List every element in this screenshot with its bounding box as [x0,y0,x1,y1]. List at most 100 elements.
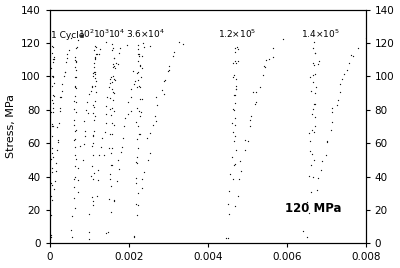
Point [233,148,239,152]
Point [304,199,310,204]
Text: 1.2×10$^{5}$: 1.2×10$^{5}$ [218,27,256,40]
Point [88,84,95,88]
Point [115,166,122,171]
Point [232,58,238,63]
Point [139,177,146,182]
Point [75,189,82,194]
Point [110,199,117,203]
Point [133,120,140,124]
Point [89,195,95,199]
Point [150,123,157,127]
Point [153,118,159,123]
Text: 10$^{3}$: 10$^{3}$ [92,27,110,40]
Point [309,60,316,65]
Point [53,169,60,173]
Point [48,235,54,239]
Point [72,175,78,179]
Point [105,230,111,234]
Point [73,86,80,91]
Point [92,55,98,59]
Point [92,45,99,49]
Point [50,154,56,159]
Point [74,45,80,49]
Point [310,73,317,77]
Point [136,84,142,88]
Point [71,196,78,200]
Point [97,47,104,51]
Point [180,42,186,46]
Text: 10$^{4}$: 10$^{4}$ [108,27,126,40]
Point [72,110,79,114]
Point [48,181,54,185]
Point [134,203,141,207]
Point [50,94,57,98]
Point [136,52,142,57]
Point [72,94,78,98]
Point [307,139,314,143]
Point [72,83,79,88]
Point [62,70,68,74]
Point [120,136,127,140]
Point [68,228,74,232]
Point [234,194,241,198]
Point [72,75,78,79]
Point [110,64,117,68]
Point [312,51,318,55]
Point [176,40,182,44]
Point [94,52,100,57]
Point [144,136,150,140]
Point [111,198,118,202]
Point [317,168,324,172]
Point [90,71,96,75]
Point [312,72,319,76]
Point [106,146,112,150]
Point [115,158,122,162]
Point [231,108,237,112]
Point [153,95,160,99]
Point [50,74,56,78]
Point [312,115,318,119]
Point [329,106,335,110]
Point [96,52,102,56]
Point [348,53,354,57]
Point [131,234,138,238]
Point [90,74,96,78]
Point [72,164,78,168]
Point [236,177,242,181]
Point [309,152,315,156]
Point [252,102,259,106]
Point [71,106,78,111]
Point [231,162,238,167]
Point [80,158,86,162]
Point [51,81,57,85]
Point [135,146,141,150]
Point [49,57,56,62]
Point [308,128,315,132]
Point [50,110,56,114]
Point [68,36,74,40]
Point [50,75,56,79]
Point [108,42,115,46]
Point [137,114,143,118]
Point [72,85,78,89]
Point [81,119,87,124]
Point [72,128,79,132]
Point [90,118,97,122]
Point [341,72,348,76]
Point [75,178,81,183]
Point [229,75,236,80]
Point [49,122,56,126]
Point [309,111,316,116]
Point [106,172,113,177]
Point [152,114,158,118]
Point [90,141,96,145]
Point [119,145,126,149]
Point [245,139,251,143]
Point [91,57,98,62]
Point [323,153,329,157]
Point [279,36,286,41]
Point [94,178,101,182]
Point [147,131,153,135]
Point [241,138,248,142]
Point [128,95,134,99]
